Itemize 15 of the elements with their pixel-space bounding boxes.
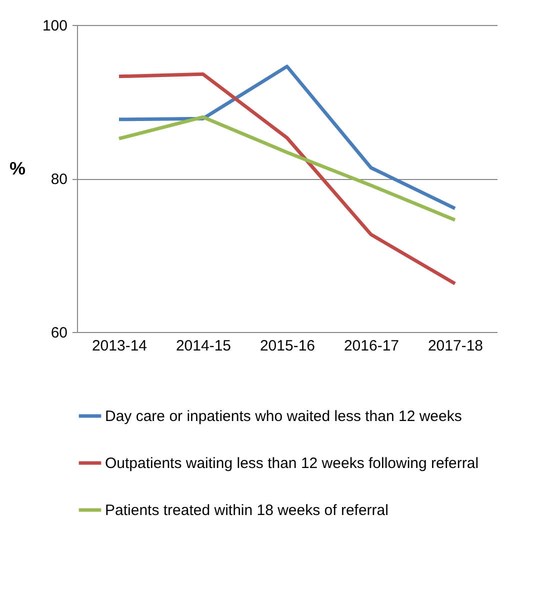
y-tick-label: 80: [50, 171, 68, 188]
legend-label: Outpatients waiting less than 12 weeks following referral: [105, 455, 479, 472]
line-series: [117, 64, 457, 210]
x-tick-label: 2014-15: [176, 338, 232, 354]
y-axis-title: %: [9, 158, 26, 178]
y-tick-label: 100: [42, 18, 68, 34]
x-tick-label: 2015-16: [260, 338, 316, 354]
legend-label: Patients treated within 18 weeks of referral: [105, 502, 388, 519]
x-tick-label: 2013-14: [92, 338, 148, 354]
x-tick-label: 2016-17: [344, 338, 400, 354]
line-series: [117, 72, 457, 286]
legend-label: Day care or inpatients who waited less than 12 weeks: [105, 408, 462, 425]
y-tick-label: 60: [50, 324, 68, 342]
x-tick-label: 2017-18: [428, 338, 484, 354]
line-series: [117, 115, 457, 222]
